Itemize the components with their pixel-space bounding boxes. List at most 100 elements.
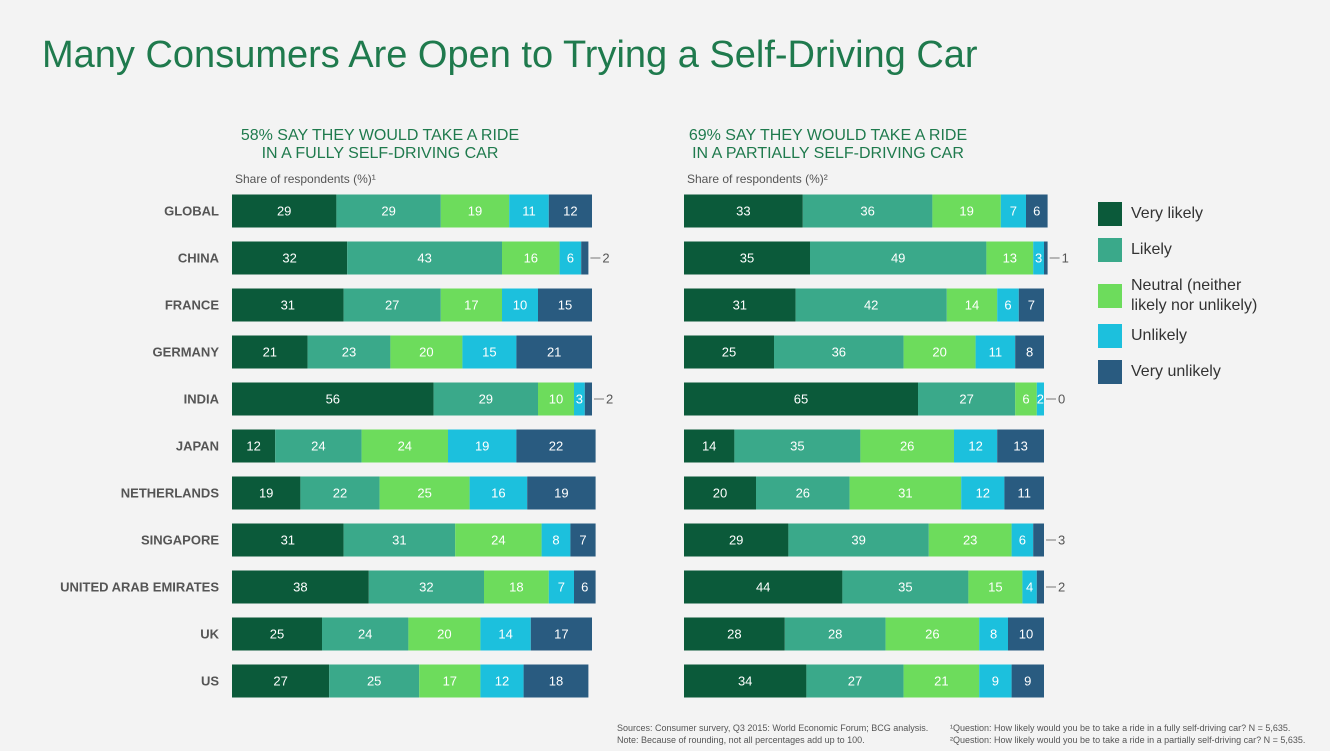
- category-label: US: [201, 673, 219, 688]
- bar-segment: [979, 664, 1012, 698]
- chart-title: 69% SAY THEY WOULD TAKE A RIDE: [689, 127, 967, 144]
- bar-segment: [440, 194, 510, 228]
- value-label: 8: [990, 626, 997, 641]
- bar-segment: [516, 429, 596, 463]
- bar-segment: [684, 617, 785, 651]
- bar-segment: [455, 523, 542, 557]
- bar-segment: [232, 664, 330, 698]
- bar-segment: [684, 523, 789, 557]
- value-label: 19: [959, 203, 973, 218]
- bar-segment: [788, 523, 929, 557]
- bar-segment: [527, 476, 596, 510]
- bar-segment: [774, 335, 904, 369]
- bar-segment: [810, 241, 987, 275]
- bar-segment: [1033, 523, 1044, 557]
- value-label: 31: [281, 532, 295, 547]
- bar-segment: [433, 382, 538, 416]
- value-label: 2: [602, 250, 609, 265]
- bar-segment: [1033, 241, 1044, 275]
- value-label: 10: [513, 297, 527, 312]
- value-label: 65: [794, 391, 808, 406]
- category-label: UK: [200, 626, 219, 641]
- bar-segment: [684, 429, 735, 463]
- bar-segment: [480, 664, 524, 698]
- bar-segment: [502, 288, 538, 322]
- value-label: 12: [495, 673, 509, 688]
- bar-segment: [1011, 664, 1044, 698]
- bar-segment: [440, 288, 502, 322]
- value-label: 7: [1010, 203, 1017, 218]
- bar-segment: [795, 288, 947, 322]
- bar-segment: [469, 476, 528, 510]
- value-label: 10: [549, 391, 563, 406]
- bar-segment: [538, 288, 592, 322]
- value-label: 16: [524, 250, 538, 265]
- bar-segment: [275, 429, 362, 463]
- bar-segment: [516, 335, 592, 369]
- bar-segment: [1026, 194, 1048, 228]
- bar-segment: [1022, 570, 1037, 604]
- bar-segment: [932, 194, 1001, 228]
- bar-segment: [756, 476, 850, 510]
- value-label: 23: [342, 344, 356, 359]
- value-label: 20: [419, 344, 433, 359]
- legend-swatch: [1098, 238, 1122, 262]
- value-label: 31: [733, 297, 747, 312]
- value-label: 17: [464, 297, 478, 312]
- value-label: 26: [925, 626, 939, 641]
- value-label: 2: [1037, 391, 1044, 406]
- value-label: 16: [491, 485, 505, 500]
- value-label: 28: [828, 626, 842, 641]
- value-label: 14: [965, 297, 979, 312]
- bar-segment: [541, 523, 571, 557]
- bar-segment: [684, 664, 807, 698]
- chart-subtitle: Share of respondents (%)²: [687, 172, 828, 186]
- value-label: 24: [358, 626, 372, 641]
- value-label: 32: [419, 579, 433, 594]
- value-label: 12: [968, 438, 982, 453]
- value-label: 38: [293, 579, 307, 594]
- value-label: 17: [554, 626, 568, 641]
- bar-segment: [918, 382, 1016, 416]
- value-label: 28: [727, 626, 741, 641]
- value-label: 17: [443, 673, 457, 688]
- bar-segment: [903, 335, 976, 369]
- bar-segment: [574, 382, 585, 416]
- bar-segment: [842, 570, 969, 604]
- value-label: 23: [963, 532, 977, 547]
- value-label: 6: [1033, 203, 1040, 218]
- value-label: 14: [702, 438, 716, 453]
- value-label: 12: [246, 438, 260, 453]
- chart-subtitle: Share of respondents (%)¹: [235, 172, 376, 186]
- bar-segment: [343, 523, 456, 557]
- bar-segment: [684, 570, 843, 604]
- value-label: 9: [1024, 673, 1031, 688]
- value-label: 31: [281, 297, 295, 312]
- page-title: Many Consumers Are Open to Trying a Self…: [42, 34, 978, 76]
- bar-segment: [1036, 570, 1044, 604]
- value-label: 6: [1004, 297, 1011, 312]
- bar-segment: [684, 194, 803, 228]
- value-label: 15: [988, 579, 1002, 594]
- value-label: 15: [558, 297, 572, 312]
- value-label: 29: [729, 532, 743, 547]
- value-label: 1: [1062, 250, 1069, 265]
- value-label: 35: [790, 438, 804, 453]
- bar-segment: [232, 382, 434, 416]
- value-label: 35: [740, 250, 754, 265]
- value-label: 9: [992, 673, 999, 688]
- bar-segment: [1011, 523, 1034, 557]
- bar-segment: [975, 335, 1016, 369]
- value-label: 43: [417, 250, 431, 265]
- value-label: 6: [1022, 391, 1029, 406]
- bar-segment: [684, 476, 756, 510]
- bar-segment: [300, 476, 380, 510]
- bar-segment: [968, 570, 1023, 604]
- value-label: 56: [326, 391, 340, 406]
- bar-segment: [523, 664, 589, 698]
- category-label: UNITED ARAB EMIRATES: [60, 579, 219, 594]
- legend-label: Unlikely: [1131, 327, 1188, 344]
- bar-segment: [581, 241, 589, 275]
- bar-segment: [509, 194, 549, 228]
